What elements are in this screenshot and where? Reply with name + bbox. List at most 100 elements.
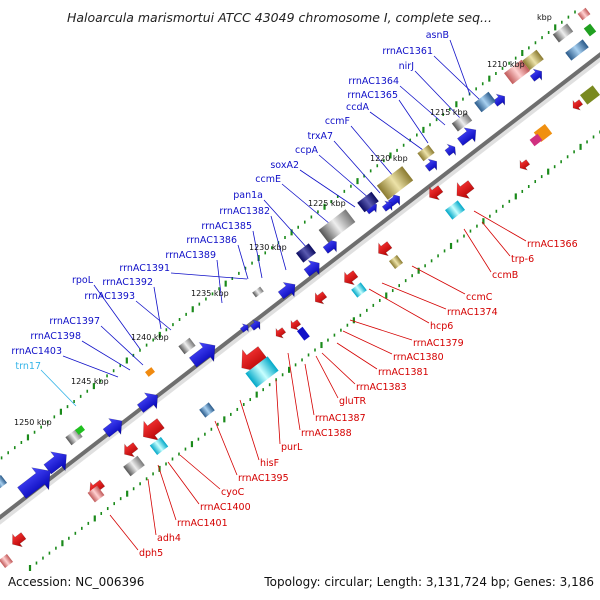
forward-gene-label: rrnAC1364 — [348, 76, 399, 87]
kbp-marker: 1230 kbp — [249, 243, 287, 252]
forward-gene-label: pan1a — [233, 190, 263, 201]
cog-block — [580, 85, 600, 105]
reverse-label-leader — [463, 228, 492, 273]
cog-block — [417, 144, 435, 162]
kbp-marker: 1215 kbp — [430, 108, 468, 117]
cog-block — [351, 282, 367, 298]
reverse-gene-arrow — [290, 319, 302, 331]
reverse-label-leader — [109, 514, 139, 551]
forward-gene-arrow — [424, 158, 438, 172]
forward-gene-arrow — [492, 93, 506, 107]
forward-gene-label: ccpA — [295, 145, 318, 156]
forward-gene-arrow — [456, 127, 477, 147]
reverse-label-leader — [287, 352, 301, 431]
cog-block — [149, 436, 169, 456]
reverse-label-leader — [381, 282, 447, 310]
reverse-label-leader — [147, 478, 157, 536]
forward-gene-label: ccmF — [325, 116, 350, 127]
cog-block — [577, 7, 591, 21]
reverse-label-leader — [368, 288, 430, 324]
forward-label-leader — [299, 169, 356, 208]
reverse-gene-label: rrnAC1366 — [527, 239, 578, 250]
cog-block — [376, 166, 414, 200]
forward-gene-arrow — [136, 392, 158, 414]
cog-block — [145, 367, 155, 377]
cog-block — [357, 191, 379, 213]
backbone-line — [0, 52, 600, 520]
reverse-gene-arrow — [572, 99, 584, 111]
reverse-gene-arrow — [456, 180, 475, 199]
forward-gene-label: rrnAC1398 — [30, 331, 81, 342]
reverse-label-leader — [304, 363, 315, 416]
reverse-gene-arrow — [378, 241, 393, 257]
forward-gene-label: ccmE — [255, 174, 281, 185]
rna-gene-label: trn17 — [15, 361, 41, 372]
forward-gene-label: rrnAC1391 — [119, 263, 170, 274]
forward-gene-label: rrnAC1403 — [11, 346, 62, 357]
forward-label-leader — [369, 111, 424, 151]
forward-label-leader — [135, 300, 172, 331]
forward-label-leader — [153, 286, 162, 330]
forward-label-leader — [318, 154, 371, 200]
reverse-gene-label: rrnAC1383 — [356, 382, 407, 393]
forward-gene-label: rrnAC1397 — [49, 316, 100, 327]
forward-label-leader — [263, 199, 309, 250]
reverse-gene-arrow — [344, 270, 359, 286]
reverse-gene-label: rrnAC1379 — [413, 338, 464, 349]
kbp-marker: 1225 kbp — [308, 199, 346, 208]
forward-gene-label: rrnAC1361 — [382, 46, 433, 57]
forward-gene-label: ccdA — [346, 102, 369, 113]
reverse-gene-label: cyoC — [221, 487, 245, 498]
forward-label-leader — [350, 125, 400, 184]
kbp-markers: 1210 kbp 1215 kbp 1220 kbp 1225 kbp 1230 kbp… — [14, 60, 525, 427]
cog-block — [583, 23, 597, 37]
forward-gene-label: rrnAC1393 — [84, 291, 135, 302]
forward-label-leader — [270, 215, 287, 271]
cog-block — [0, 474, 8, 490]
reverse-gene-label: gluTR — [339, 396, 366, 407]
reverse-gene-label: rrnAC1374 — [447, 307, 498, 318]
forward-label-leader — [62, 355, 119, 378]
accession-label: Accession: NC_006396 — [8, 575, 144, 589]
cog-block — [529, 133, 543, 147]
forward-gene-label: nirJ — [399, 61, 414, 72]
forward-label-leader — [433, 55, 481, 101]
reverse-gene-arrow — [314, 291, 328, 305]
reverse-label-leader — [336, 342, 378, 370]
kbp-marker: 1220 kbp — [370, 154, 408, 163]
forward-gene-label: soxA2 — [270, 160, 299, 171]
forward-label-leader — [237, 244, 249, 280]
small-feature-block — [296, 326, 310, 341]
forward-label-leader — [93, 284, 141, 350]
reverse-label-leader — [349, 319, 413, 341]
forward-gene-label: rrnAC1365 — [347, 90, 398, 101]
forward-gene-label: rrnAC1382 — [219, 206, 270, 217]
cog-block — [522, 49, 544, 71]
cog-block — [388, 254, 404, 270]
reverse-gene-label: rrnAC1400 — [200, 502, 251, 513]
reverse-gene-label: ccmB — [492, 270, 518, 281]
reverse-label-leader — [167, 461, 200, 505]
reverse-gene-label: ccmC — [466, 292, 493, 303]
forward-gene-arrow — [188, 342, 216, 368]
rna-label-leader — [40, 369, 77, 407]
reverse-gene-label: rrnAC1380 — [393, 352, 444, 363]
kbp-marker: 1235 kbp — [191, 289, 229, 298]
map-title: Haloarcula marismortui ATCC 43049 chromo… — [67, 10, 492, 25]
forward-gene-arrow — [303, 259, 320, 277]
reverse-gene-label: rrnAC1388 — [301, 428, 352, 439]
reverse-gene-arrow — [275, 327, 287, 339]
reverse-label-leader — [275, 379, 281, 445]
title-kbp-suffix: kbp — [537, 13, 552, 22]
kbp-marker: 1245 kbp — [71, 377, 109, 386]
forward-gene-label: trxA7 — [307, 131, 333, 142]
forward-gene-arrow — [239, 323, 249, 333]
forward-gene-label: asnB — [426, 30, 449, 41]
forward-gene-label: rrnAC1392 — [102, 277, 153, 288]
forward-gene-arrow — [102, 418, 123, 438]
genome-summary: Topology: circular; Length: 3,131,724 bp… — [263, 575, 594, 589]
forward-gene-arrow — [249, 319, 261, 331]
reverse-gene-arrow — [519, 159, 531, 171]
